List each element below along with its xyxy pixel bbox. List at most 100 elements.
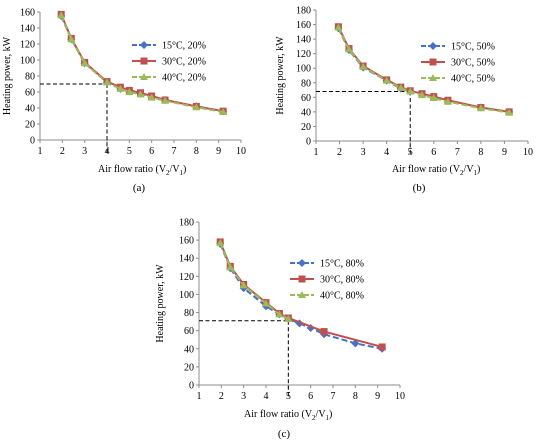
data-point	[136, 90, 145, 98]
data-point	[429, 94, 438, 102]
y-tick-label: 20	[301, 122, 311, 133]
y-tick-label: 60	[25, 88, 35, 99]
x-tick-label: 6	[149, 146, 154, 157]
x-tick-label: 10	[395, 391, 405, 402]
data-point	[359, 62, 368, 70]
y-axis-title: Heating power, kW	[155, 264, 166, 343]
x-tick-label: 8	[353, 391, 358, 402]
x-tick-label: 6	[431, 147, 436, 158]
y-tick-label: 180	[296, 6, 311, 17]
y-tick-label: 0	[306, 137, 311, 148]
x-axis-title-part: )	[477, 164, 480, 175]
legend-entry-2: 30°C, 20%	[132, 57, 206, 68]
y-tick-label: 140	[20, 24, 35, 35]
x-tick-label: 10	[523, 147, 533, 158]
y-tick-label: 40	[184, 344, 194, 355]
data-point	[262, 299, 270, 307]
data-point	[57, 11, 66, 19]
x-tick-label: 3	[82, 146, 87, 157]
legend-entry-1: 15°C, 80%	[290, 259, 364, 270]
data-point	[378, 343, 386, 351]
legend-label: 40°C, 80%	[320, 291, 364, 302]
y-axis-title: Heating power, kW	[2, 36, 13, 115]
y-tick-label: 20	[184, 362, 194, 373]
x-tick-label: 6	[308, 391, 313, 402]
data-point	[344, 45, 353, 53]
legend-entry-2: 30°C, 80%	[290, 275, 364, 286]
x-tick-label: 3	[361, 147, 366, 158]
series-line	[60, 14, 224, 113]
legend-entry-1: 15°C, 20%	[132, 41, 206, 52]
y-tick-label: 20	[25, 120, 35, 131]
legend-swatch-marker	[429, 74, 437, 81]
x-axis-title-subscript: 1	[474, 169, 478, 177]
series-3	[216, 238, 293, 322]
legend-label: 30°C, 80%	[320, 275, 364, 286]
series-3	[334, 23, 514, 116]
data-point	[147, 93, 156, 101]
data-point	[226, 263, 235, 271]
legend-swatch-marker	[298, 259, 306, 267]
y-tick-label: 140	[296, 35, 311, 46]
legend-swatch-marker	[298, 291, 306, 298]
x-tick-label: 4	[384, 147, 389, 158]
x-axis-title-subscript: 2	[312, 414, 316, 422]
y-tick-label: 120	[296, 49, 311, 60]
y-tick-label: 160	[179, 236, 194, 247]
series-line	[219, 242, 289, 320]
data-point	[80, 59, 89, 67]
data-point	[67, 35, 76, 43]
y-tick-label: 100	[179, 290, 194, 301]
data-point	[161, 96, 170, 104]
data-point	[219, 108, 228, 115]
legend-entry-3: 40°C, 20%	[132, 73, 206, 84]
data-point	[284, 314, 293, 322]
x-tick-label: 1	[314, 147, 319, 158]
y-tick-label: 100	[20, 56, 35, 67]
x-axis-title-subscript: 2	[460, 169, 464, 177]
data-point	[476, 104, 485, 112]
x-tick-label: 7	[172, 146, 177, 157]
legend-entry-3: 40°C, 80%	[290, 291, 364, 302]
x-tick-label: 1	[197, 391, 202, 402]
x-tick-label: 2	[219, 391, 224, 402]
x-tick-label: 9	[502, 147, 507, 158]
legend-swatch-marker	[140, 73, 148, 80]
y-tick-label: 80	[25, 72, 35, 83]
legend-label: 30°C, 20%	[162, 57, 206, 68]
legend-entry-3: 40°C, 50%	[421, 74, 495, 85]
data-point	[103, 78, 111, 86]
y-tick-label: 120	[179, 272, 194, 283]
x-tick-label: 9	[216, 146, 221, 157]
legend-entry-1: 15°C, 50%	[421, 42, 495, 53]
legend-swatch-marker	[140, 57, 148, 65]
data-point	[406, 87, 415, 95]
data-point	[382, 76, 391, 84]
y-tick-label: 80	[301, 78, 311, 89]
data-point	[334, 23, 343, 31]
data-point	[125, 88, 134, 95]
x-tick-label: 8	[478, 147, 483, 158]
legend-label: 15°C, 80%	[320, 259, 364, 270]
legend-swatch-marker	[140, 41, 148, 49]
x-axis-title-part: )	[329, 409, 332, 420]
y-tick-label: 120	[20, 40, 35, 51]
legend-label: 30°C, 50%	[451, 58, 495, 69]
legend-swatch-marker	[429, 42, 437, 50]
y-tick-label: 160	[296, 20, 311, 31]
x-axis-title: Air flow ratio (V2/V1)	[98, 164, 186, 177]
legend-label: 15°C, 20%	[162, 41, 206, 52]
y-tick-label: 0	[30, 136, 35, 147]
y-tick-label: 0	[189, 381, 194, 392]
legend-swatch-marker	[298, 275, 306, 283]
data-point	[396, 83, 405, 91]
data-point	[505, 108, 514, 116]
x-tick-label: 7	[455, 147, 460, 158]
y-tick-label: 60	[301, 93, 311, 104]
x-axis-title-part: Air flow ratio (V	[392, 164, 461, 175]
legend-label: 40°C, 20%	[162, 73, 206, 84]
x-axis-title-part: /V	[464, 164, 475, 175]
x-tick-label: 2	[60, 146, 65, 157]
